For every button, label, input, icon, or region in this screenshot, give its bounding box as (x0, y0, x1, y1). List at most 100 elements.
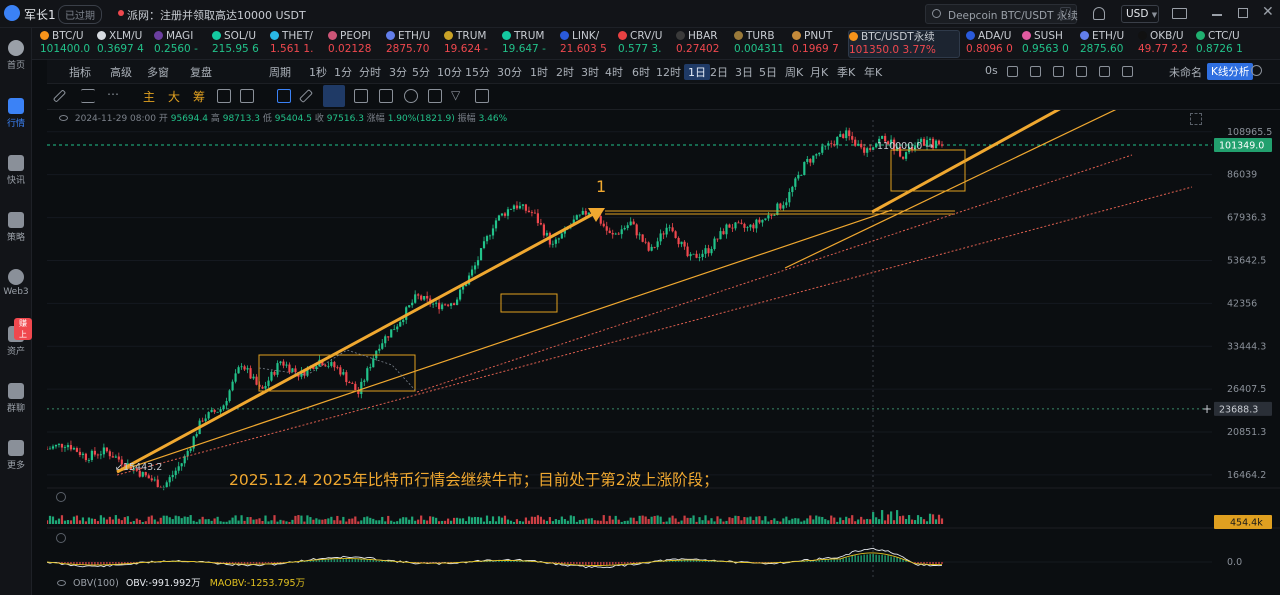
interval-11[interactable]: 15分 (465, 66, 490, 79)
ticker-name: PEOPI (328, 30, 386, 43)
interval-9[interactable]: 5分 (412, 66, 430, 79)
expand-icon[interactable] (1190, 113, 1202, 125)
ticker-hbar[interactable]: HBAR 0.27402 (676, 30, 734, 58)
interval-7[interactable]: 分时 (359, 66, 381, 79)
fullscreen-icon[interactable] (1076, 66, 1087, 77)
volume-bar (183, 516, 186, 524)
ticker-eth-u[interactable]: ETH/U 2875.70 (386, 30, 444, 58)
interval-20[interactable]: 2日 (710, 66, 728, 79)
ticker-sush[interactable]: SUSH 0.9563 0 (1022, 30, 1080, 58)
ticker-okb-u[interactable]: OKB/U 49.77 2.2 (1138, 30, 1196, 58)
ticker-xlm-u[interactable]: XLM/U 0.3697 4 (97, 30, 155, 58)
interval-2[interactable]: 多窗 (147, 66, 169, 79)
promo-link[interactable]: 派网：注册并领取高达10000 USDT (127, 9, 306, 22)
ticker-btc-u[interactable]: BTC/U 101400.0 (40, 30, 98, 58)
interval-0[interactable]: 指标 (69, 66, 91, 79)
username[interactable]: 军长1 (24, 8, 56, 22)
candle-tool-icon[interactable] (354, 89, 368, 103)
bell-icon[interactable] (1093, 7, 1105, 20)
interval-10[interactable]: 10分 (437, 66, 462, 79)
camera-icon[interactable] (1007, 66, 1018, 77)
interval-4[interactable]: 周期 (269, 66, 291, 79)
interval-26[interactable]: 年K (864, 66, 883, 79)
settings-icon[interactable] (1099, 66, 1110, 77)
ticker-link-[interactable]: LINK/21.603 5 (560, 30, 618, 58)
ticker-thet-[interactable]: THET/1.561 1. (270, 30, 328, 58)
sidebar-item-news[interactable]: 快讯 (0, 155, 32, 186)
ticker-ada-u[interactable]: ADA/U 0.8096 0 (966, 30, 1024, 58)
magnet-icon[interactable] (404, 89, 418, 103)
sidebar-item-market[interactable]: 行情 (0, 98, 32, 129)
big-order-button[interactable]: 大 (168, 90, 181, 104)
ticker-trum[interactable]: TRUM 19.647 - (502, 30, 560, 58)
ticker-peopi[interactable]: PEOPI 0.02128 (328, 30, 386, 58)
text-tool-icon[interactable] (379, 89, 393, 103)
search-box[interactable]: Deepcoin BTC/USDT 永续 / (925, 4, 1078, 24)
interval-3[interactable]: 复盘 (190, 66, 212, 79)
interval-5[interactable]: 1秒 (309, 66, 327, 79)
ticker-pnut[interactable]: PNUT 0.1969 7 (792, 30, 850, 58)
interval-16[interactable]: 4时 (605, 66, 623, 79)
layout-icon[interactable] (1122, 66, 1133, 77)
sidebar-item-web3[interactable]: Web3 (0, 269, 32, 297)
ticker-crv-u[interactable]: CRV/U 0.577 3. (618, 30, 676, 58)
mail-icon[interactable] (1172, 8, 1187, 19)
minimize-icon[interactable] (1212, 14, 1222, 16)
sidebar-item-strategy[interactable]: 策略 (0, 212, 32, 243)
layout-name[interactable]: 未命名 (1169, 66, 1202, 79)
volume-bar (557, 519, 560, 524)
ticker-eth-u[interactable]: ETH/U 2875.60 (1080, 30, 1138, 58)
pencil-icon[interactable] (52, 89, 67, 103)
interval-23[interactable]: 周K (785, 66, 804, 79)
sidebar-item-chat[interactable]: 群聊 (0, 383, 32, 414)
interval-17[interactable]: 6时 (632, 66, 650, 79)
interval-13[interactable]: 1时 (530, 66, 548, 79)
interval-22[interactable]: 5日 (759, 66, 777, 79)
volume-bar (848, 518, 851, 524)
interval-6[interactable]: 1分 (334, 66, 352, 79)
interval-19[interactable]: 1日 (684, 64, 710, 80)
eye-icon[interactable] (59, 115, 68, 121)
search-input[interactable]: Deepcoin BTC/USDT 永续 (948, 10, 1078, 22)
ruler-icon[interactable] (298, 88, 314, 104)
ticker-magi[interactable]: MAGI 0.2560 - (154, 30, 212, 58)
lines-icon[interactable] (81, 89, 95, 103)
share-icon[interactable] (1251, 65, 1262, 76)
ticker-turb[interactable]: TURB 0.004311 (734, 30, 792, 58)
close-icon[interactable]: ✕ (1262, 4, 1274, 20)
filter-icon[interactable]: ▽ (451, 88, 461, 102)
more-dots-icon[interactable]: ⋯ (107, 87, 119, 101)
chips-button[interactable]: 筹 (193, 90, 206, 104)
pencil-icon[interactable] (1030, 66, 1041, 77)
interval-8[interactable]: 3分 (389, 66, 407, 79)
chart-type-icon[interactable] (1053, 66, 1064, 77)
eye-icon[interactable] (57, 580, 66, 586)
interval-14[interactable]: 2时 (556, 66, 574, 79)
sidebar-item-more[interactable]: 更多 (0, 440, 32, 471)
layers-icon[interactable] (277, 89, 291, 103)
interval-18[interactable]: 12时 (656, 66, 681, 79)
interval-25[interactable]: 季K (837, 66, 856, 79)
interval-12[interactable]: 30分 (497, 66, 522, 79)
trendline-tool-icon[interactable] (323, 85, 345, 107)
currency-select[interactable]: USD ▼ (1121, 5, 1159, 23)
kline-analysis-button[interactable]: K线分析 (1207, 63, 1254, 80)
ticker-sol-u[interactable]: SOL/U 215.95 6 (212, 30, 270, 58)
interval-1[interactable]: 高级 (110, 66, 132, 79)
ticker-trum[interactable]: TRUM 19.624 - (444, 30, 502, 58)
edit-icon[interactable] (217, 89, 231, 103)
chat-bubble-icon[interactable] (240, 89, 254, 103)
interval-21[interactable]: 3日 (735, 66, 753, 79)
sidebar-item-home[interactable]: 首页 (0, 40, 32, 71)
sidebar-item-assets[interactable]: 赚上 资产 (0, 318, 32, 357)
maximize-icon[interactable] (1238, 8, 1248, 18)
ticker-ctc-u[interactable]: CTC/U 0.8726 1 (1196, 30, 1254, 58)
trash-icon[interactable] (475, 89, 489, 103)
interval-15[interactable]: 3时 (581, 66, 599, 79)
interval-24[interactable]: 月K (810, 66, 829, 79)
ticker-btc-usdt-[interactable]: BTC/USDT永续 101350.0 3.77% (848, 30, 960, 58)
lock-icon[interactable] (428, 89, 442, 103)
main-indicator-button[interactable]: 主 (143, 90, 156, 104)
